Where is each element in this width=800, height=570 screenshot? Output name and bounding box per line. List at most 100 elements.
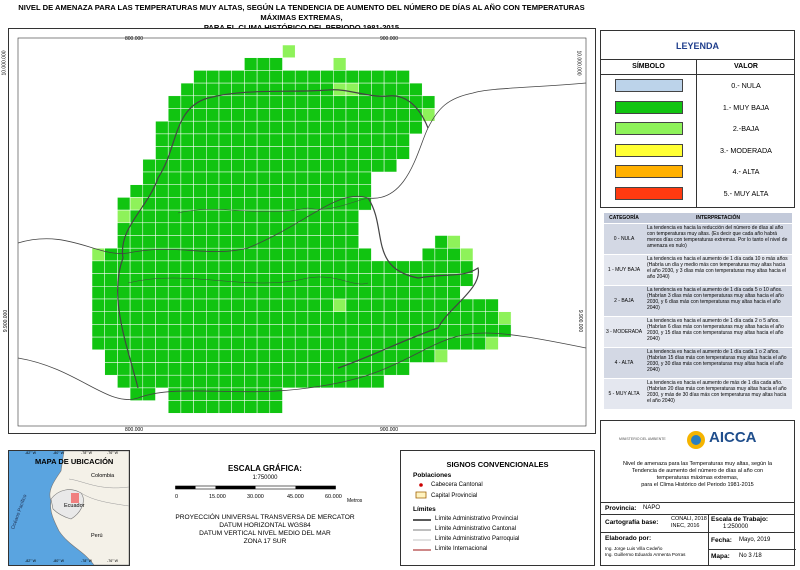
x-coord: 800.000	[125, 427, 144, 433]
grid-cell	[371, 336, 385, 351]
grid-cell	[345, 235, 359, 249]
grid-cell	[167, 235, 182, 249]
grid-cell	[371, 70, 385, 84]
grid-cell	[282, 374, 296, 389]
grid-cell	[320, 222, 334, 236]
grid-cell	[320, 159, 334, 173]
grid-cell	[193, 374, 207, 389]
grid-cell	[206, 311, 220, 325]
grid-cell	[409, 311, 423, 325]
grid-cell	[333, 247, 347, 262]
grid-cell	[180, 260, 194, 274]
map-title: NIVEL DE AMENAZA PARA LAS TEMPERATURAS M…	[8, 3, 595, 33]
grid-cell	[180, 286, 194, 300]
grid-cell	[320, 209, 334, 224]
grid-cell	[345, 70, 359, 84]
grid-cell	[358, 336, 372, 351]
grid-cell	[244, 336, 258, 351]
grid-cell	[345, 286, 359, 300]
lon-tick: -76° W	[107, 451, 119, 455]
grid-cell	[193, 146, 207, 160]
grid-cell	[231, 197, 245, 211]
grid-cell	[231, 362, 245, 376]
grid-cell	[345, 374, 359, 389]
projection-line: DATUM VERTICAL NIVEL MEDIO DEL MAR	[199, 530, 331, 537]
grid-cell	[231, 387, 245, 401]
grid-cell	[409, 82, 423, 97]
grid-cell	[282, 108, 296, 122]
legend-label: 4.- ALTA	[732, 167, 760, 176]
interp-header-cell: CATEGORÍA	[609, 215, 639, 221]
grid-cell	[396, 120, 410, 135]
grid-cell	[269, 95, 283, 109]
projection-line: DATUM HORIZONTAL WGS84	[219, 522, 311, 529]
grid-cell	[91, 247, 105, 262]
grid-cell	[180, 197, 194, 211]
grid-cell	[269, 336, 283, 351]
grid-cell	[155, 209, 169, 224]
interp-row: 3 - MODERADA La tendencia es hacia el aum…	[604, 316, 792, 347]
border	[68, 478, 129, 507]
grid-cell	[129, 336, 144, 351]
grid-cell	[193, 298, 207, 312]
grid-cell	[409, 260, 423, 274]
grid-cell	[345, 95, 359, 109]
grid-cell	[142, 209, 156, 224]
grid-cell	[193, 260, 207, 274]
grid-cell	[193, 70, 207, 84]
grid-cell	[345, 273, 359, 287]
grid-cell	[269, 324, 283, 338]
grid-cell	[294, 273, 309, 287]
description-line: temperaturas máximas extremas,	[656, 475, 739, 481]
grid-cell	[129, 184, 144, 198]
lon-tick: -80° W	[53, 451, 65, 455]
grid-cell	[307, 260, 321, 274]
grid-cell	[333, 209, 347, 224]
grid-cell	[142, 311, 156, 325]
grid-cell	[282, 82, 296, 97]
grid-cell	[421, 260, 436, 274]
country-label: Perú	[91, 533, 103, 539]
grid-cell	[345, 222, 359, 236]
interp-row: 0 - NULA La tendencia es hacia la reducci…	[604, 223, 792, 254]
grid-cell	[244, 159, 258, 173]
grid-cell	[206, 82, 220, 97]
grid-cell	[383, 349, 398, 363]
grid-cell	[294, 95, 309, 109]
interp-header-cell: INTERPRETACIÓN	[695, 215, 741, 221]
grid-cell	[155, 298, 169, 312]
grid-cell	[294, 324, 309, 338]
grid-cell	[371, 95, 385, 109]
location-title: MAPA DE UBICACIÓN	[35, 457, 114, 466]
grid-cell	[294, 184, 309, 198]
grid-cell	[396, 133, 410, 147]
legend-header-cell: VALOR	[734, 63, 758, 70]
grid-cell	[256, 82, 271, 97]
grid-cell	[294, 247, 309, 262]
grid-cell	[180, 133, 194, 147]
rule	[601, 502, 794, 503]
grid-cell	[142, 374, 156, 389]
grid-cell	[307, 324, 321, 338]
field-label: Elaborado por:	[605, 535, 652, 542]
grid-cell	[231, 209, 245, 224]
lon-tick: -76° W	[107, 559, 119, 563]
grid-cell	[269, 108, 283, 122]
grid-cell	[129, 286, 144, 300]
grid-cell	[358, 133, 372, 147]
grid-cell	[256, 57, 271, 71]
grid-cell	[206, 70, 220, 84]
legend-header: SÍMBOLO VALOR	[601, 59, 794, 75]
legend-swatch	[615, 186, 683, 200]
grid-cell	[206, 374, 220, 389]
grid-cell	[345, 171, 359, 185]
grid-cell	[256, 133, 271, 147]
grid-cell	[383, 324, 398, 338]
grid-cell	[383, 120, 398, 135]
grid-cell	[269, 349, 283, 363]
scale-bar	[175, 485, 336, 490]
grid-cell	[256, 349, 271, 363]
description-line: para el Clima Histórico del Periodo 1981…	[641, 482, 754, 488]
grid-cell	[371, 146, 385, 160]
grid-cell	[193, 82, 207, 97]
